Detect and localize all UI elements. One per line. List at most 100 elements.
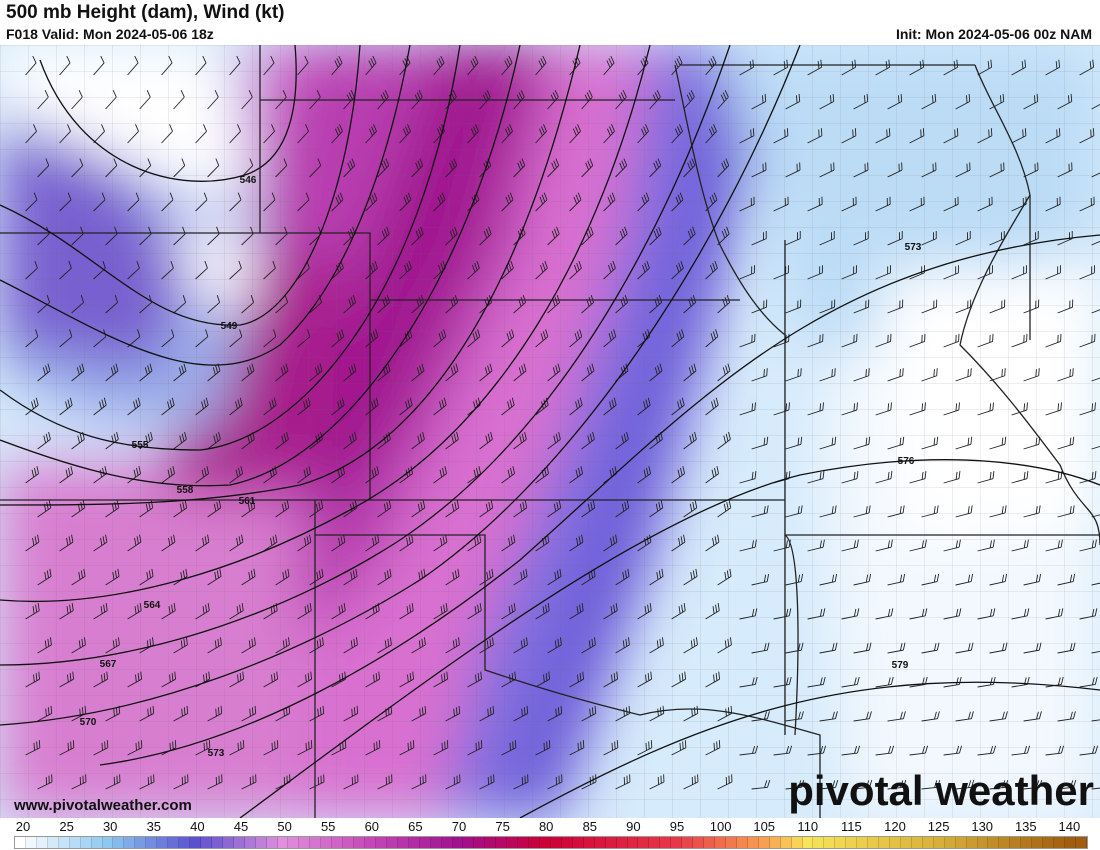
wind-barb: [445, 500, 460, 518]
wind-barb: [887, 711, 906, 722]
colorbar-tick: 115: [841, 819, 862, 834]
wind-barb: [955, 505, 973, 518]
wind-barb: [1079, 128, 1095, 144]
wind-barb: [569, 740, 585, 756]
wind-barb: [1045, 59, 1061, 76]
wind-barb: [263, 466, 277, 484]
wind-barb: [173, 226, 186, 246]
wind-barb: [603, 192, 616, 212]
wind-barb: [819, 162, 835, 178]
wind-barb: [127, 192, 140, 212]
wind-barb: [173, 363, 187, 382]
wind-barb: [365, 534, 380, 552]
wind-barb: [343, 363, 357, 382]
wind-barb: [71, 295, 85, 314]
wind-barb: [195, 192, 208, 212]
wind-barb: [195, 740, 211, 756]
wind-barb: [105, 363, 119, 382]
wind-barb: [615, 295, 629, 314]
wind-barb: [773, 59, 789, 76]
wind-barb: [377, 158, 390, 178]
wind-barb: [1011, 608, 1030, 620]
wind-barb: [297, 671, 312, 688]
wind-barb: [513, 363, 527, 382]
wind-barb: [93, 55, 105, 76]
wind-barb: [59, 466, 73, 484]
wind-barb: [773, 265, 789, 280]
wind-barb: [807, 59, 823, 76]
wind-barb: [807, 539, 825, 552]
wind-barb: [785, 93, 801, 110]
wind-barb: [649, 705, 665, 722]
wind-barb: [241, 295, 255, 314]
colorbar-swatch: [879, 837, 890, 848]
wind-barb: [581, 158, 594, 178]
colorbar-swatch: [999, 837, 1011, 848]
contour-label: 567: [100, 659, 117, 670]
height-contour: [0, 45, 801, 726]
wind-barb: [467, 260, 480, 280]
wind-barb: [671, 534, 686, 552]
wind-barb: [751, 162, 767, 178]
colorbar-swatch: [321, 837, 333, 848]
wind-barb: [467, 55, 479, 76]
wind-barb: [195, 329, 209, 348]
wind-barb: [637, 740, 653, 756]
wind-barb: [841, 128, 857, 144]
colorbar-tick: 75: [495, 819, 510, 834]
colorbar-swatch: [102, 837, 114, 848]
wind-barb: [785, 642, 804, 654]
wind-barb: [343, 500, 358, 518]
wind-barb: [649, 158, 662, 178]
wind-barb: [739, 196, 755, 212]
wind-barb: [581, 90, 593, 110]
wind-barb: [751, 230, 767, 246]
wind-barb: [229, 55, 241, 76]
wind-barb: [93, 671, 108, 688]
wind-barb: [161, 55, 173, 76]
wind-barb: [569, 534, 584, 552]
colorbar-swatch: [966, 837, 978, 848]
wind-barb: [513, 295, 527, 314]
wind-barb: [377, 500, 392, 518]
wind-barb: [93, 192, 106, 212]
colorbar-swatch: [244, 837, 256, 848]
wind-barb: [603, 603, 618, 620]
wind-barb: [501, 603, 516, 620]
wind-barb: [161, 603, 176, 620]
wind-barb: [887, 162, 903, 178]
wind-barb: [433, 260, 446, 280]
wind-barb: [1045, 745, 1065, 756]
wind-barb: [739, 676, 758, 688]
wind-barb: [195, 397, 209, 416]
wind-barb: [25, 55, 37, 76]
wind-barb: [683, 774, 699, 790]
wind-barb: [331, 671, 346, 688]
wind-barb: [467, 124, 479, 144]
wind-barb: [105, 226, 118, 246]
wind-barb: [955, 642, 974, 654]
wind-barb: [683, 431, 697, 450]
wind-barb: [1011, 539, 1029, 552]
wind-barb: [207, 637, 222, 654]
wind-barb: [581, 226, 594, 246]
wind-barb: [275, 705, 291, 722]
wind-barb: [909, 745, 929, 756]
height-contour: [519, 681, 1100, 818]
wind-barb: [547, 500, 562, 518]
wind-barb: [1079, 265, 1095, 280]
wind-barb: [93, 603, 108, 620]
wind-barb: [819, 436, 837, 450]
height-contour: [39, 45, 297, 182]
wind-barb: [807, 128, 823, 144]
wind-barb: [603, 329, 617, 348]
wind-barb: [105, 158, 118, 178]
wind-barb: [875, 471, 893, 484]
wind-barb: [1057, 368, 1074, 382]
wind-barb: [501, 192, 514, 212]
wind-barb: [127, 671, 142, 688]
wind-barb: [909, 608, 928, 620]
wind-barb: [93, 466, 107, 484]
colorbar-tick: 60: [364, 819, 380, 834]
wind-barb: [1091, 642, 1100, 654]
